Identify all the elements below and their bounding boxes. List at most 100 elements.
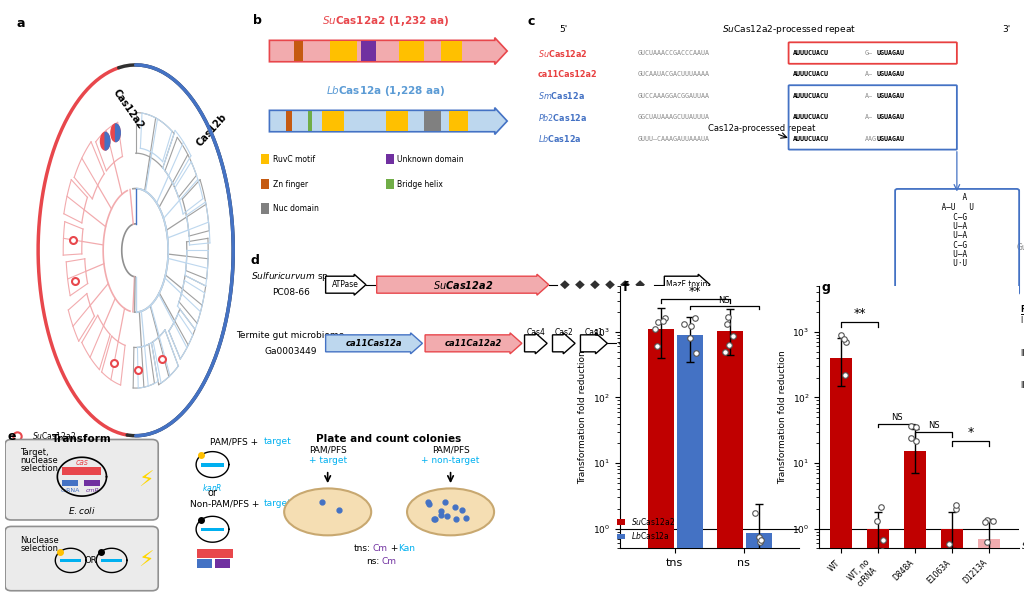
Polygon shape [760, 339, 768, 347]
Text: cas: cas [76, 458, 88, 467]
Bar [424, 111, 440, 131]
Polygon shape [734, 339, 742, 347]
Text: NS: NS [891, 413, 903, 422]
Text: Unknown domain: Unknown domain [397, 155, 464, 164]
Ellipse shape [407, 489, 494, 535]
Bar [261, 179, 269, 189]
Bar [197, 559, 212, 567]
Text: g: g [821, 281, 829, 294]
Text: Target,: Target, [20, 448, 49, 457]
Text: Cas12b: Cas12b [195, 112, 229, 148]
Text: A–: A– [864, 114, 872, 120]
Bar [62, 480, 78, 486]
Text: U–A: U–A [944, 231, 968, 240]
Y-axis label: Transformation fold reduction: Transformation fold reduction [579, 350, 587, 484]
Text: UGUAGAU: UGUAGAU [878, 50, 905, 56]
Text: e: e [8, 430, 16, 443]
Text: $\it{kanR}$: $\it{kanR}$ [202, 547, 223, 558]
Text: II: II [1021, 349, 1024, 358]
Text: GUCAAUACGACUUUAAAA: GUCAAUACGACUUUAAAA [637, 72, 710, 77]
Y-axis label: Transformation fold reduction: Transformation fold reduction [778, 350, 786, 484]
Ellipse shape [284, 489, 371, 535]
FancyArrow shape [425, 333, 522, 354]
Text: f: f [623, 281, 629, 294]
Polygon shape [560, 280, 569, 289]
Text: a: a [16, 17, 26, 30]
Text: UGUAGAU: UGUAGAU [878, 136, 905, 142]
Polygon shape [657, 339, 666, 347]
Text: U–A: U–A [944, 250, 968, 259]
Bar [201, 463, 224, 467]
Wedge shape [116, 124, 120, 142]
Bar [978, 539, 1000, 596]
Text: G–: G– [864, 50, 872, 56]
Bar [62, 467, 101, 474]
Bar [261, 203, 269, 214]
FancyArrow shape [377, 274, 549, 295]
Text: PAM/PFS +: PAM/PFS + [210, 437, 261, 446]
Text: C–G: C–G [944, 213, 968, 222]
Bar [59, 559, 81, 562]
Text: Cas4: Cas4 [526, 328, 545, 337]
Circle shape [100, 132, 110, 150]
Text: Termite gut microbiome: Termite gut microbiome [237, 331, 345, 340]
Bar [286, 111, 292, 131]
Bar [215, 559, 230, 567]
Text: target: target [263, 499, 292, 508]
Text: Co-occuring Cas12a and Cas12a2: Co-occuring Cas12a and Cas12a2 [32, 460, 150, 465]
Bar [197, 549, 232, 558]
FancyArrow shape [326, 333, 423, 354]
Text: (44 spacers): (44 spacers) [713, 328, 761, 337]
Bar [322, 111, 344, 131]
Text: **: ** [854, 308, 866, 321]
Wedge shape [16, 452, 22, 472]
Bar [830, 358, 853, 596]
Bar [201, 527, 224, 531]
Text: ⚡: ⚡ [138, 551, 154, 570]
FancyArrow shape [524, 333, 547, 354]
Polygon shape [635, 280, 645, 289]
Text: $\it{Su}$Cas12a2: $\it{Su}$Cas12a2 [432, 279, 493, 291]
Text: $\it{Su}$Cas12a2 (1,232 aa): $\it{Su}$Cas12a2 (1,232 aa) [322, 14, 450, 29]
Text: target: target [263, 437, 292, 446]
Text: UGUAGAU: UGUAGAU [878, 93, 905, 99]
Text: U·U: U·U [944, 259, 968, 268]
Text: U–A: U–A [944, 222, 968, 231]
Legend: $\it{Su}$Cas12a2, $\it{Lb}$Cas12a: $\it{Su}$Cas12a2, $\it{Lb}$Cas12a [614, 513, 678, 545]
Bar [294, 41, 303, 61]
Text: $\it{Sulfuricurvum}$ sp.: $\it{Sulfuricurvum}$ sp. [251, 270, 331, 283]
Text: GUCCAAAGGACGGAUUAA: GUCCAAAGGACGGAUUAA [637, 93, 710, 99]
Text: ca11Ca12a2: ca11Ca12a2 [444, 339, 502, 348]
Polygon shape [590, 280, 600, 289]
Text: Cas2: Cas2 [554, 328, 573, 337]
FancyArrow shape [553, 333, 575, 354]
Text: cmR: cmR [85, 488, 99, 493]
Text: AAG: AAG [864, 136, 877, 142]
Text: Nuc domain: Nuc domain [272, 204, 318, 213]
Text: Plate and count colonies: Plate and count colonies [316, 434, 462, 444]
Text: C–G: C–G [944, 241, 968, 250]
Bar [360, 41, 376, 61]
Text: Cas12a2: Cas12a2 [111, 87, 145, 131]
Polygon shape [748, 339, 756, 347]
Text: $\it{Su}$Cas12a2: $\it{Su}$Cas12a2 [1021, 540, 1024, 551]
FancyArrow shape [665, 274, 710, 295]
Text: A–: A– [864, 93, 872, 99]
Bar [84, 480, 100, 486]
Text: UGUAGAU: UGUAGAU [878, 114, 905, 120]
Text: Kan: Kan [398, 544, 416, 552]
Text: OR: OR [85, 556, 97, 565]
Text: selection: selection [20, 544, 58, 552]
Text: $\it{kanR}$: $\it{kanR}$ [202, 482, 223, 493]
Polygon shape [670, 339, 678, 347]
Bar [261, 154, 269, 164]
Text: GUUU–CAAAGAUUAAAUA: GUUU–CAAAGAUUAAAUA [637, 136, 710, 142]
Text: NS: NS [928, 421, 940, 430]
Text: b: b [253, 14, 262, 27]
Bar [385, 111, 408, 131]
Wedge shape [105, 132, 110, 150]
Text: d: d [250, 254, 259, 268]
Text: GUCUAAACCGACCCAAUA: GUCUAAACCGACCCAAUA [637, 50, 710, 56]
Text: $\it{Pb2}$Cas12a: $\it{Pb2}$Cas12a [538, 112, 587, 123]
Text: A–U   U: A–U U [937, 203, 975, 212]
